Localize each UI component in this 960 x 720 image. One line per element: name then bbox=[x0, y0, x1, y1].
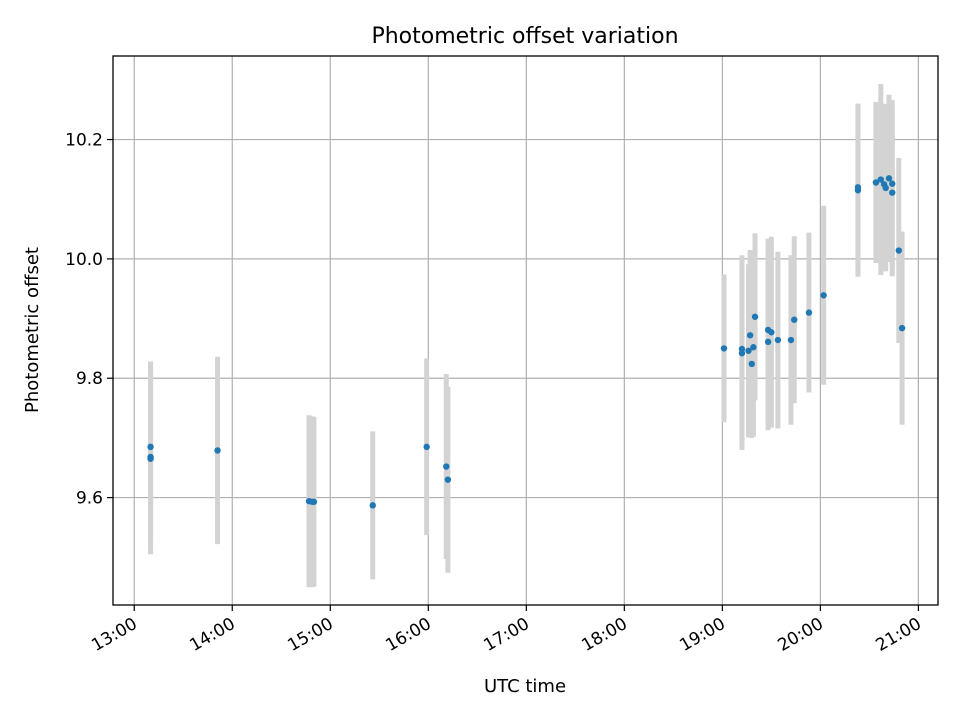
data-point bbox=[751, 313, 759, 320]
x-tick-label: 16:00 bbox=[382, 614, 434, 656]
x-axis-ticks: 13:00 14:00 15:00 16:00 17:00 18:00 19:00 20:00… bbox=[88, 605, 925, 656]
y-axis-ticks: 9.6 9.8 10.0 10.2 bbox=[65, 131, 113, 509]
data-point bbox=[889, 180, 896, 187]
x-tick-label: 19:00 bbox=[676, 614, 728, 656]
data-point bbox=[147, 453, 154, 461]
data-point bbox=[882, 184, 889, 192]
y-tick-label: 9.6 bbox=[76, 489, 103, 509]
data-point bbox=[805, 309, 813, 316]
data-point bbox=[214, 447, 221, 454]
plot-frame bbox=[112, 55, 939, 606]
data-point bbox=[745, 347, 752, 354]
x-tick-label: 20:00 bbox=[774, 614, 826, 656]
x-tick-label: 21:00 bbox=[872, 614, 924, 656]
data-point bbox=[768, 329, 775, 336]
y-tick-label: 10.2 bbox=[65, 131, 103, 151]
x-axis-label: UTC time bbox=[484, 676, 566, 697]
data-point bbox=[787, 336, 795, 344]
gridlines bbox=[113, 56, 938, 605]
data-point bbox=[738, 349, 746, 357]
y-tick-label: 10.0 bbox=[65, 250, 103, 270]
data-point bbox=[820, 292, 827, 299]
data-point bbox=[791, 316, 798, 323]
x-tick-label: 18:00 bbox=[578, 614, 630, 656]
data-point bbox=[720, 345, 728, 352]
data-point bbox=[889, 189, 896, 196]
data-point bbox=[854, 184, 862, 191]
data-point bbox=[147, 443, 154, 451]
data-point bbox=[764, 338, 772, 346]
data-point bbox=[885, 175, 893, 182]
data-point bbox=[369, 502, 376, 509]
data-point bbox=[444, 476, 452, 483]
x-tick-label: 17:00 bbox=[480, 614, 532, 656]
x-tick-label: 15:00 bbox=[284, 614, 336, 656]
data-point bbox=[310, 498, 318, 505]
chart-title: Photometric offset variation bbox=[371, 24, 678, 49]
y-tick-label: 9.8 bbox=[76, 369, 103, 389]
data-point bbox=[423, 443, 430, 451]
data-point bbox=[898, 324, 906, 332]
data-point bbox=[746, 332, 754, 339]
y-axis-label: Photometric offset bbox=[22, 247, 43, 413]
data-point bbox=[750, 344, 757, 351]
x-tick-label: 14:00 bbox=[186, 614, 238, 656]
data-point bbox=[895, 247, 902, 254]
data-points bbox=[147, 175, 906, 509]
data-point bbox=[877, 176, 885, 183]
data-point bbox=[872, 179, 880, 186]
data-point bbox=[443, 463, 450, 470]
data-point bbox=[748, 360, 755, 368]
x-tick-label: 13:00 bbox=[88, 614, 140, 656]
data-point bbox=[774, 336, 782, 344]
